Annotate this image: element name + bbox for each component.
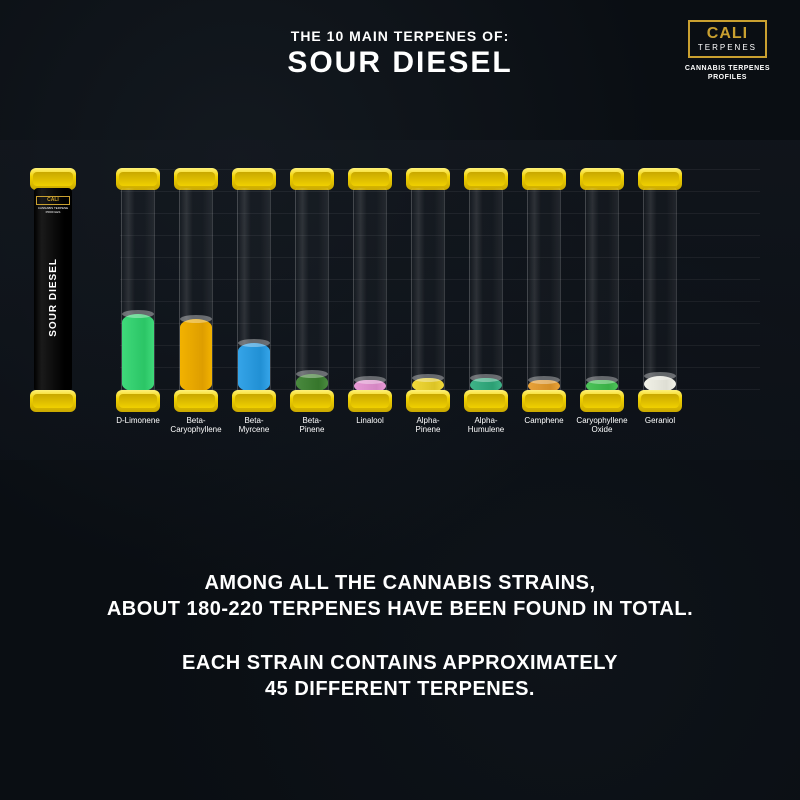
cap-top xyxy=(348,168,392,190)
chart-area: CALI CANNABIS TERPENE PROFILES SOUR DIES… xyxy=(0,140,800,460)
vial-7: Camphene xyxy=(522,170,566,410)
vial-fill xyxy=(238,343,270,392)
vial-tube xyxy=(585,188,619,392)
vial-fill xyxy=(180,319,212,392)
vial-tube xyxy=(121,188,155,392)
logo-line1: CALI xyxy=(698,26,757,42)
product-mini-logo: CALI xyxy=(36,196,70,205)
header: THE 10 MAIN TERPENES OF: SOUR DIESEL xyxy=(0,0,800,80)
vial-tube xyxy=(295,188,329,392)
cap-top xyxy=(406,168,450,190)
cap-bottom xyxy=(30,390,76,412)
vial-3: Beta- Pinene xyxy=(290,170,334,410)
cap-top xyxy=(638,168,682,190)
vial-tube xyxy=(237,188,271,392)
vial-tube xyxy=(527,188,561,392)
cap-top xyxy=(522,168,566,190)
vial-label: Beta- Myrcene xyxy=(224,416,284,434)
logo-subtitle: CANNABIS TERPENES PROFILES xyxy=(685,64,770,82)
vial-6: Alpha- Humulene xyxy=(464,170,508,410)
cap-bottom xyxy=(116,390,160,412)
vial-label: Beta- Caryophyllene xyxy=(166,416,226,434)
vial-tube xyxy=(411,188,445,392)
cap-top xyxy=(174,168,218,190)
vial-2: Beta- Myrcene xyxy=(232,170,276,410)
vial-tube xyxy=(353,188,387,392)
product-mini-sub: CANNABIS TERPENE PROFILES xyxy=(36,207,70,214)
cap-top xyxy=(30,168,76,190)
header-pretitle: THE 10 MAIN TERPENES OF: xyxy=(0,28,800,44)
vial-label: Beta- Pinene xyxy=(282,416,342,434)
cap-top xyxy=(290,168,334,190)
vial-4: Linalool xyxy=(348,170,392,410)
cap-bottom xyxy=(638,390,682,412)
footer-text-2: EACH STRAIN CONTAINS APPROXIMATELY 45 DI… xyxy=(0,650,800,702)
vial-9: Geraniol xyxy=(638,170,682,410)
product-body: CALI CANNABIS TERPENE PROFILES SOUR DIES… xyxy=(34,188,72,392)
cap-bottom xyxy=(348,390,392,412)
vial-label: Linalool xyxy=(340,416,400,425)
cap-top xyxy=(116,168,160,190)
brand-logo: CALI TERPENES CANNABIS TERPENES PROFILES xyxy=(685,20,770,82)
vial-tube xyxy=(643,188,677,392)
vial-label: Alpha- Humulene xyxy=(456,416,516,434)
cap-bottom xyxy=(232,390,276,412)
footer-text-1: AMONG ALL THE CANNABIS STRAINS, ABOUT 18… xyxy=(0,570,800,622)
header-title: SOUR DIESEL xyxy=(0,46,800,80)
vial-tube xyxy=(469,188,503,392)
vial-label: D-Limonene xyxy=(108,416,168,425)
cap-top xyxy=(232,168,276,190)
vial-8: Caryophyllene Oxide xyxy=(580,170,624,410)
vial-label: Camphene xyxy=(514,416,574,425)
logo-line2: TERPENES xyxy=(698,44,757,52)
product-name: SOUR DIESEL xyxy=(48,258,59,337)
vial-0: D-Limonene xyxy=(116,170,160,410)
product-vial: CALI CANNABIS TERPENE PROFILES SOUR DIES… xyxy=(30,170,76,410)
cap-bottom xyxy=(580,390,624,412)
vial-label: Caryophyllene Oxide xyxy=(572,416,632,434)
cap-bottom xyxy=(174,390,218,412)
vial-fill xyxy=(122,314,154,392)
vial-5: Alpha- Pinene xyxy=(406,170,450,410)
logo-box: CALI TERPENES xyxy=(688,20,767,58)
cap-bottom xyxy=(522,390,566,412)
vials-row: D-Limonene Beta- Caryophyllene Beta- Myrce… xyxy=(116,170,770,410)
vial-tube xyxy=(179,188,213,392)
cap-bottom xyxy=(290,390,334,412)
cap-bottom xyxy=(406,390,450,412)
cap-top xyxy=(464,168,508,190)
vial-1: Beta- Caryophyllene xyxy=(174,170,218,410)
vial-label: Geraniol xyxy=(630,416,690,425)
cap-bottom xyxy=(464,390,508,412)
cap-top xyxy=(580,168,624,190)
vial-label: Alpha- Pinene xyxy=(398,416,458,434)
